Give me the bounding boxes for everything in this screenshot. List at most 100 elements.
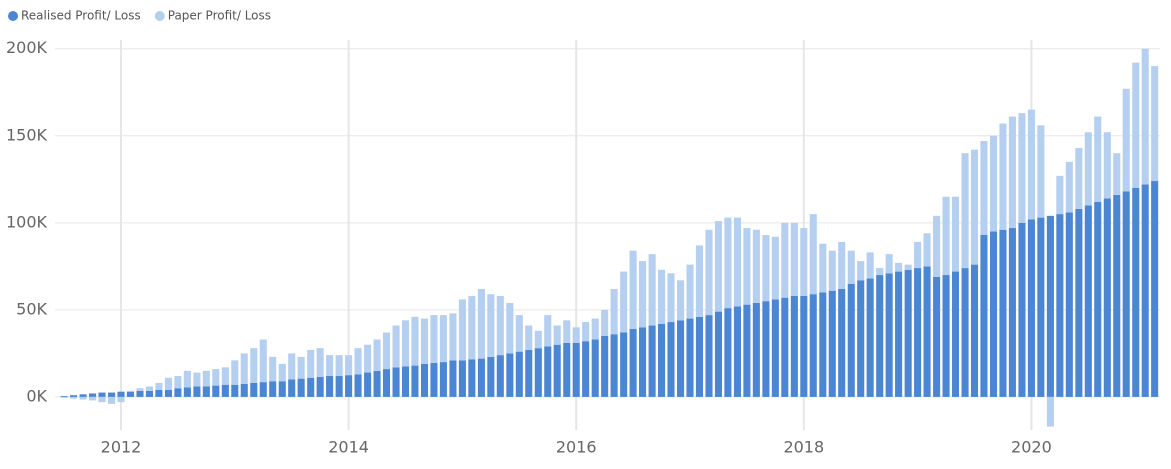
bar (563, 320, 571, 343)
bar (999, 123, 1007, 230)
bar (392, 325, 400, 368)
bar (382, 332, 391, 370)
bar (620, 271, 628, 333)
bar (724, 217, 732, 309)
bar (1075, 147, 1083, 209)
bar (496, 355, 504, 397)
bar (89, 396, 97, 401)
bar (980, 140, 988, 235)
bar (610, 334, 618, 397)
bar (515, 351, 523, 397)
bar (411, 316, 419, 366)
bar (79, 394, 87, 397)
bar (828, 290, 836, 397)
legend-marker (154, 11, 165, 21)
bar (79, 396, 87, 400)
bar (98, 392, 106, 397)
bar (345, 375, 353, 397)
legend-label: Realised Profit/ Loss (21, 9, 141, 23)
bar (1056, 214, 1064, 397)
bar (677, 320, 685, 397)
bar (838, 241, 846, 289)
bar (1037, 125, 1045, 218)
bar (496, 295, 504, 356)
bar (240, 383, 248, 397)
bar (449, 313, 457, 361)
bar (70, 396, 78, 399)
bar (231, 360, 239, 385)
y-tick-label: 100K (6, 212, 48, 231)
bar (1151, 181, 1159, 397)
bar (392, 367, 400, 397)
bar (1103, 198, 1111, 397)
bar (705, 315, 713, 397)
bar (800, 228, 808, 296)
bar (1018, 113, 1026, 223)
bar (534, 330, 542, 349)
y-tick-label: 50K (16, 299, 47, 318)
bar (544, 346, 552, 397)
bar (487, 294, 495, 357)
bar (819, 243, 827, 293)
bar (1094, 201, 1102, 397)
bar (752, 302, 760, 397)
x-tick-label: 2016 (556, 438, 597, 457)
bar (885, 273, 893, 397)
bar (895, 271, 903, 397)
bar (468, 359, 476, 397)
bar (439, 362, 447, 397)
bar (695, 245, 703, 317)
bar (686, 318, 694, 397)
bar (847, 250, 855, 284)
bar (866, 252, 874, 279)
bar (667, 322, 675, 397)
bar (639, 327, 647, 397)
y-tick-label: 0K (26, 386, 47, 405)
bar (288, 353, 296, 380)
bar (174, 376, 182, 389)
bar (790, 295, 798, 397)
bar (164, 377, 173, 390)
bar (601, 335, 609, 397)
bar (164, 389, 173, 397)
bar (705, 229, 713, 316)
bar (591, 339, 599, 397)
bar (155, 382, 163, 390)
bar (970, 264, 979, 397)
bar (326, 376, 334, 397)
bar (98, 396, 106, 403)
bar (951, 271, 960, 397)
bar (477, 288, 485, 359)
bar (714, 311, 722, 397)
bar (942, 275, 950, 397)
bar (838, 288, 846, 397)
bar (544, 315, 552, 347)
bar (1113, 153, 1121, 195)
bar (430, 315, 438, 363)
bar (1046, 396, 1054, 427)
bar (989, 135, 998, 232)
bar (904, 269, 912, 397)
bar (933, 215, 941, 277)
bar (1037, 217, 1045, 397)
bar (876, 275, 884, 397)
bar (1084, 205, 1092, 397)
bar (866, 278, 874, 397)
bar (771, 236, 779, 300)
bar (250, 382, 258, 397)
bar (800, 295, 808, 397)
bar (781, 222, 789, 298)
x-tick-label: 2012 (101, 438, 142, 457)
bar (420, 363, 429, 397)
bar (108, 392, 116, 397)
bar (354, 374, 362, 397)
bar (136, 388, 144, 391)
bar (1056, 175, 1064, 215)
bar (126, 391, 134, 397)
bar (60, 396, 68, 397)
bar (771, 299, 779, 397)
bar (876, 268, 884, 276)
bar (515, 315, 523, 352)
bar (449, 360, 457, 397)
